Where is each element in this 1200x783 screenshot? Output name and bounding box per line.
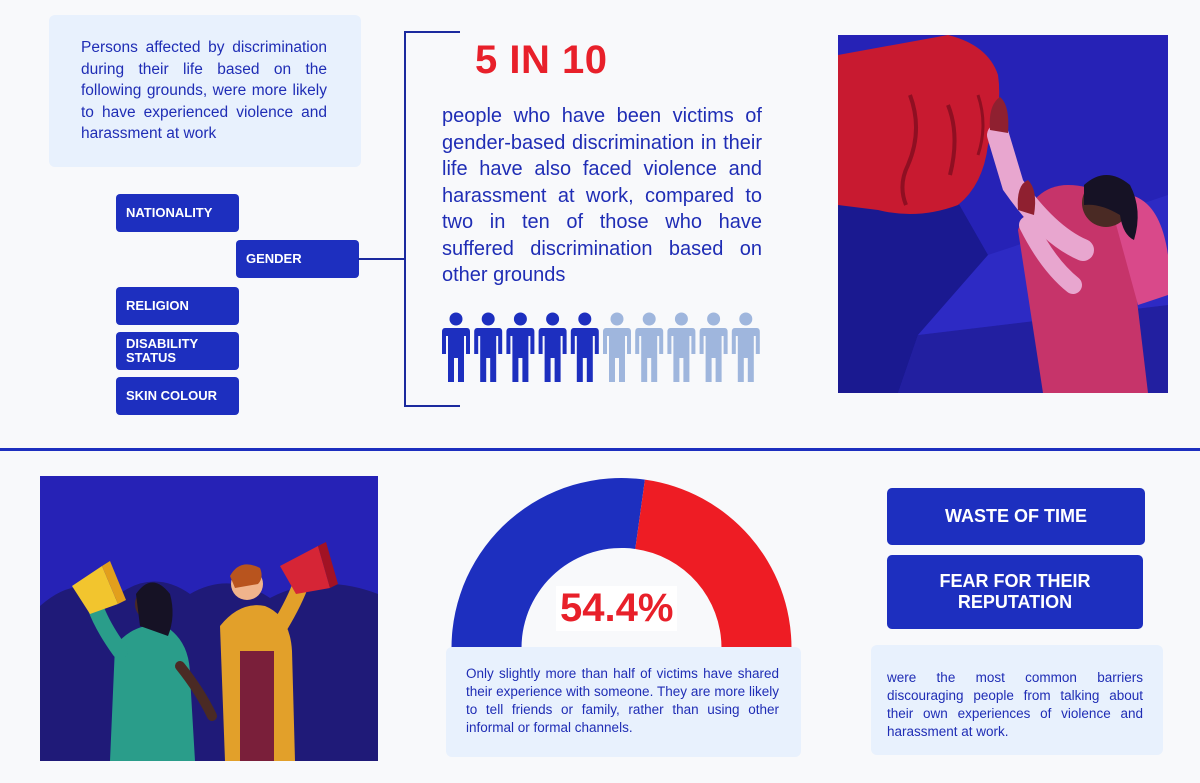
- intro-text: Persons affected by discrimination durin…: [81, 39, 327, 142]
- ground-tag-skin-colour: SKIN COLOUR: [116, 377, 239, 415]
- person-icon-empty: [635, 312, 664, 382]
- fist-and-raised-hands-illustration: [838, 35, 1168, 393]
- person-icon-empty: [699, 312, 728, 382]
- person-icon-filled: [442, 312, 470, 382]
- people-with-megaphones-illustration: [40, 476, 378, 761]
- gauge-shared-segment: [451, 478, 645, 648]
- person-icon-filled: [538, 312, 567, 382]
- person-icon-empty: [731, 312, 760, 382]
- person-icon-filled: [474, 312, 503, 382]
- ground-tag-nationality: NATIONALITY: [116, 194, 239, 232]
- barrier-waste-of-time: WASTE OF TIME: [887, 488, 1145, 545]
- sharing-percent: 54.4%: [556, 586, 678, 631]
- stat-description: people who have been victims of gender-b…: [442, 105, 762, 286]
- person-icon-empty: [667, 312, 696, 382]
- intro-card: Persons affected by discrimination durin…: [49, 15, 361, 167]
- gauge-not-shared-segment: [635, 479, 792, 648]
- section-divider: [0, 448, 1200, 451]
- people-icon-row: [442, 312, 760, 382]
- person-icon-filled: [506, 312, 535, 382]
- stat-five-in-ten: 5 IN 10: [475, 38, 608, 82]
- ground-tag-gender: GENDER: [236, 240, 359, 278]
- connector-line: [358, 258, 404, 260]
- bracket: [404, 31, 460, 407]
- ground-tag-religion: RELIGION: [116, 287, 239, 325]
- sharing-card: Only slightly more than half of victims …: [446, 647, 801, 757]
- ground-tag-disability-status: DISABILITY STATUS: [116, 332, 239, 370]
- person-icon-empty: [603, 312, 631, 382]
- barriers-card: were the most common barriers discouragi…: [871, 645, 1163, 755]
- person-icon-filled: [570, 312, 599, 382]
- barriers-description: were the most common barriers discouragi…: [887, 670, 1143, 739]
- sharing-description: Only slightly more than half of victims …: [466, 666, 779, 735]
- sharing-gauge: [451, 478, 792, 648]
- barrier-fear-for-reputation: FEAR FOR THEIR REPUTATION: [887, 555, 1143, 629]
